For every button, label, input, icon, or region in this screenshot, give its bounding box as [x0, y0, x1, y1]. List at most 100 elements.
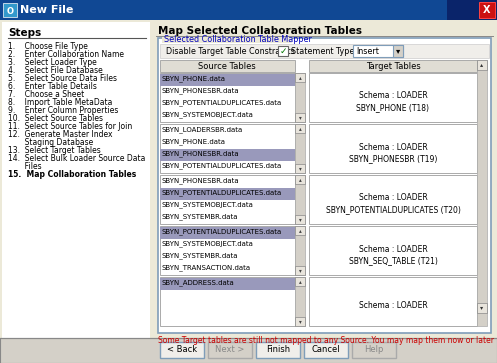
- Text: ▾: ▾: [299, 319, 301, 324]
- Bar: [160, 175, 295, 224]
- Text: Source Tables: Source Tables: [198, 62, 256, 71]
- Text: 14.  Select Bulk Loader Source Data: 14. Select Bulk Loader Source Data: [8, 154, 146, 163]
- Bar: [162, 37, 292, 43]
- Text: Target Tables: Target Tables: [366, 62, 420, 71]
- Text: SBYN_POTENTIALDUPLICATES (T20): SBYN_POTENTIALDUPLICATES (T20): [326, 205, 460, 215]
- Text: ▴: ▴: [299, 177, 301, 182]
- Bar: [309, 277, 477, 326]
- Bar: [295, 277, 305, 326]
- Text: New File: New File: [20, 5, 74, 15]
- Text: Schema : LOADER: Schema : LOADER: [359, 193, 427, 203]
- Text: SBYN_POTENTIALDUPLICATES.data: SBYN_POTENTIALDUPLICATES.data: [162, 228, 282, 235]
- Text: SBYN_PHONESBR.data: SBYN_PHONESBR.data: [162, 87, 240, 94]
- Bar: [256, 342, 300, 358]
- Circle shape: [2, 247, 78, 323]
- Text: SBYN_SYSTEMOBJECT.data: SBYN_SYSTEMOBJECT.data: [162, 241, 254, 247]
- Text: 10.  Select Source Tables: 10. Select Source Tables: [8, 114, 103, 123]
- Bar: [479, 2, 495, 18]
- Text: ▾: ▾: [481, 306, 484, 310]
- Text: SBYN_POTENTIALDUPLICATES.data: SBYN_POTENTIALDUPLICATES.data: [162, 189, 282, 196]
- Text: 9.    Enter Column Properties: 9. Enter Column Properties: [8, 106, 118, 115]
- Text: SBYN_PHONE.data: SBYN_PHONE.data: [162, 76, 226, 82]
- Bar: [309, 73, 477, 122]
- Circle shape: [40, 285, 70, 315]
- Text: 2.    Enter Collaboration Name: 2. Enter Collaboration Name: [8, 50, 124, 59]
- Text: SBYN_SYSTEMOBJECT.data: SBYN_SYSTEMOBJECT.data: [162, 111, 254, 118]
- Text: ▴: ▴: [299, 228, 301, 233]
- Text: Selected Collaboration Table Mapper: Selected Collaboration Table Mapper: [164, 35, 312, 44]
- Bar: [0, 0, 447, 20]
- Bar: [295, 113, 305, 122]
- Bar: [295, 73, 305, 82]
- Bar: [295, 124, 305, 173]
- Text: Schema : LOADER: Schema : LOADER: [359, 143, 427, 151]
- Bar: [295, 226, 305, 235]
- Text: ▴: ▴: [299, 75, 301, 80]
- Text: ▾: ▾: [396, 46, 400, 56]
- Text: SBYN_ADDRESS.data: SBYN_ADDRESS.data: [162, 280, 235, 286]
- Text: 12.  Generate Master Index: 12. Generate Master Index: [8, 130, 112, 139]
- Bar: [3, 3, 17, 17]
- Text: SBYN_SYSTEMBR.data: SBYN_SYSTEMBR.data: [162, 253, 239, 259]
- Bar: [160, 226, 295, 275]
- Bar: [295, 175, 305, 224]
- Bar: [278, 46, 288, 56]
- Text: SBYN_PHONESBR (T19): SBYN_PHONESBR (T19): [349, 155, 437, 163]
- Bar: [295, 164, 305, 173]
- Text: Schema : LOADER: Schema : LOADER: [359, 91, 427, 101]
- Text: 4.    Select File Database: 4. Select File Database: [8, 66, 103, 75]
- Bar: [295, 73, 305, 122]
- Bar: [393, 45, 403, 57]
- Text: ✓: ✓: [279, 46, 287, 56]
- Text: Map Selected Collaboration Tables: Map Selected Collaboration Tables: [158, 26, 362, 36]
- Text: SBYN_LOADERSBR.data: SBYN_LOADERSBR.data: [162, 126, 243, 133]
- Bar: [477, 60, 487, 70]
- Bar: [295, 175, 305, 184]
- Bar: [208, 342, 252, 358]
- Bar: [309, 124, 477, 173]
- Circle shape: [42, 267, 98, 323]
- Text: SBYN_PHONE.data: SBYN_PHONE.data: [162, 139, 226, 145]
- Text: Help: Help: [364, 346, 384, 355]
- Text: X: X: [483, 5, 491, 15]
- Bar: [158, 38, 491, 333]
- Bar: [309, 60, 477, 72]
- Bar: [160, 73, 295, 122]
- Text: ▾: ▾: [299, 166, 301, 171]
- Text: SBYN_SYSTEMOBJECT.data: SBYN_SYSTEMOBJECT.data: [162, 201, 254, 208]
- Bar: [477, 303, 487, 313]
- Text: ▴: ▴: [481, 62, 484, 68]
- Bar: [160, 342, 204, 358]
- Bar: [160, 44, 489, 58]
- Bar: [309, 226, 477, 275]
- Text: SBYN_POTENTIALDUPLICATES.data: SBYN_POTENTIALDUPLICATES.data: [162, 99, 282, 106]
- Bar: [295, 266, 305, 275]
- Bar: [477, 60, 487, 326]
- Text: SBYN_POTENTIALDUPLICATES.data: SBYN_POTENTIALDUPLICATES.data: [162, 163, 282, 169]
- Text: 1.    Choose File Type: 1. Choose File Type: [8, 42, 88, 51]
- Text: Finish: Finish: [266, 346, 290, 355]
- Text: SBYN_PHONE (T18): SBYN_PHONE (T18): [356, 103, 429, 113]
- Text: Schema : LOADER: Schema : LOADER: [359, 245, 427, 253]
- Bar: [295, 226, 305, 275]
- Text: SBYN_PHONESBR.data: SBYN_PHONESBR.data: [162, 151, 240, 157]
- Text: ▾: ▾: [299, 268, 301, 273]
- Bar: [295, 215, 305, 224]
- Text: 3.    Select Loader Type: 3. Select Loader Type: [8, 58, 97, 67]
- Text: SBYN_SYSTEMBR.data: SBYN_SYSTEMBR.data: [162, 213, 239, 220]
- Bar: [0, 0, 497, 20]
- Text: 15.  Map Collaboration Tables: 15. Map Collaboration Tables: [8, 170, 136, 179]
- Text: ▴: ▴: [299, 279, 301, 284]
- Text: Cancel: Cancel: [312, 346, 340, 355]
- Text: Statement Type: Statement Type: [291, 47, 354, 56]
- Text: 5.    Select Source Data Files: 5. Select Source Data Files: [8, 74, 117, 83]
- Text: O: O: [6, 7, 13, 16]
- Text: Schema : LOADER: Schema : LOADER: [359, 302, 427, 310]
- Circle shape: [78, 266, 122, 310]
- Text: Next >: Next >: [215, 346, 245, 355]
- Bar: [309, 175, 477, 224]
- Bar: [2, 22, 150, 338]
- Bar: [353, 45, 403, 57]
- Bar: [295, 277, 305, 286]
- Bar: [160, 124, 295, 173]
